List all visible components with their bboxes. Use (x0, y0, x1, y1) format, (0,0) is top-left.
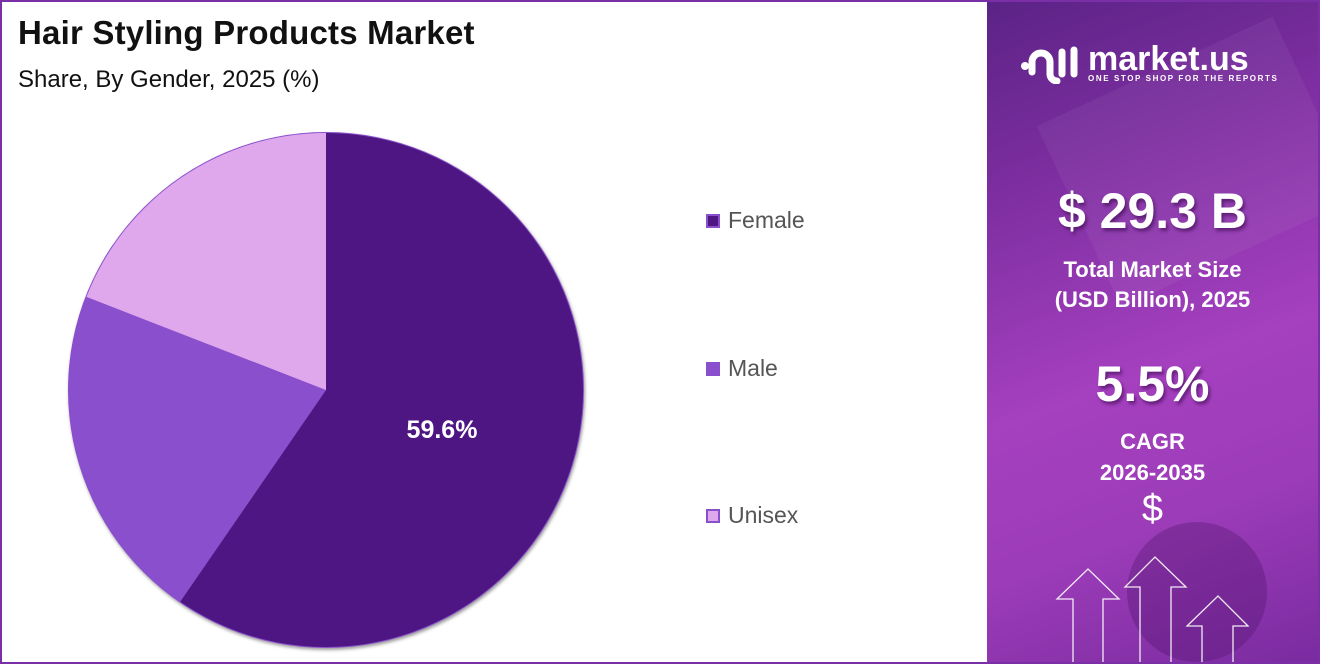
slice-label-female: 59.6% (407, 416, 478, 444)
logo-tagline: ONE STOP SHOP FOR THE REPORTS (1088, 73, 1279, 83)
pie-chart: 59.6% (68, 132, 584, 648)
legend-swatch-male (706, 361, 720, 376)
market-size-label-line2: (USD Billion), 2025 (1054, 287, 1251, 312)
market-us-logo: market.us ONE STOP SHOP FOR THE REPORTS (1020, 42, 1278, 84)
legend-swatch-unisex (706, 508, 720, 523)
logo-name: market.us (1088, 39, 1249, 78)
pie-slice-male (69, 296, 327, 602)
chart-title: Hair Styling Products Market (18, 14, 475, 51)
legend-swatch-female (706, 213, 720, 228)
cagr-value: 5.5% (1095, 356, 1210, 412)
summary-panel: market.us ONE STOP SHOP FOR THE REPORTS … (987, 2, 1318, 662)
logo-icon (1021, 46, 1078, 84)
cagr-period: 2026-2035 (1099, 460, 1206, 485)
background-decoration (1127, 522, 1267, 662)
pie-slice-unisex (86, 133, 326, 390)
legend-item-unisex: Unisex (706, 502, 798, 529)
growth-arrows-icon (1055, 556, 1250, 662)
market-size-value: $ 29.3 B (1057, 183, 1247, 239)
dollar-icon: $ (1141, 488, 1164, 530)
legend-label-male: Male (728, 355, 778, 381)
legend-label-female: Female (728, 207, 805, 233)
legend-item-male: Male (706, 355, 778, 382)
chart-panel: Hair Styling Products Market Share, By G… (2, 2, 986, 662)
market-size-label-line1: Total Market Size (1063, 257, 1242, 282)
legend-label-unisex: Unisex (728, 502, 799, 528)
legend-item-female: Female (706, 207, 805, 234)
pie-slice-female (180, 133, 583, 648)
chart-subtitle: Share, By Gender, 2025 (%) (18, 66, 320, 93)
cagr-label: CAGR (1120, 429, 1185, 454)
